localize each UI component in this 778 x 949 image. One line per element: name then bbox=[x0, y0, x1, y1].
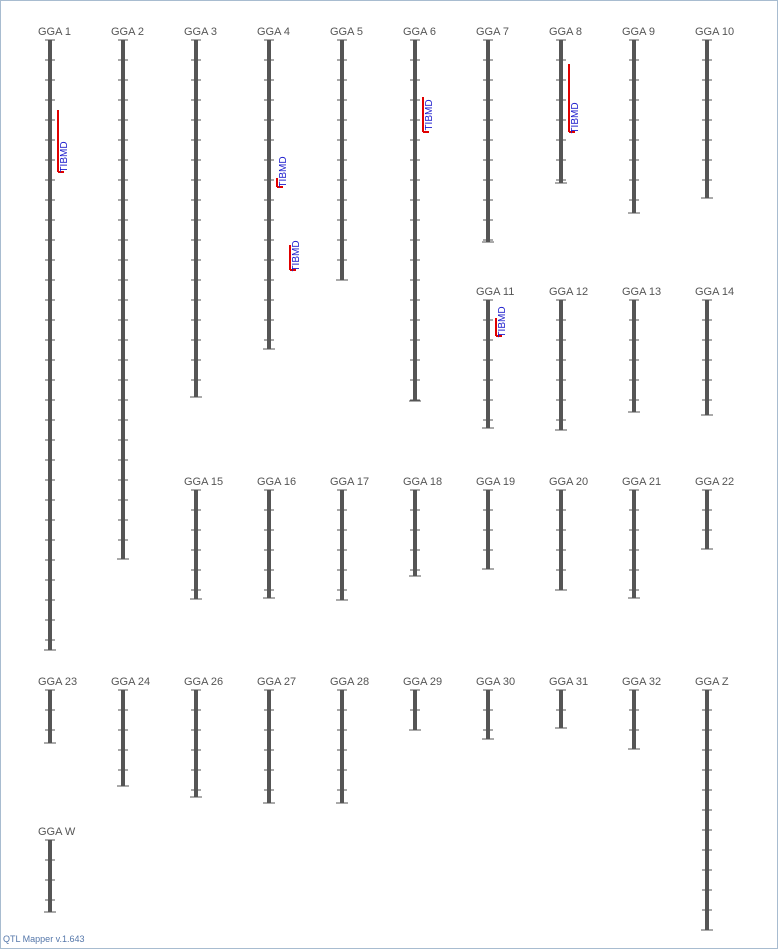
chromosome-label: GGA 5 bbox=[330, 26, 363, 38]
chromosome-label: GGA 10 bbox=[695, 26, 734, 38]
chromosome-label: GGA 18 bbox=[403, 476, 442, 488]
chromosome-label: GGA 1 bbox=[38, 26, 71, 38]
chromosome-label: GGA 21 bbox=[622, 476, 661, 488]
chromosome-label: GGA 7 bbox=[476, 26, 509, 38]
chromosome-label: GGA 27 bbox=[257, 676, 296, 688]
chromosome-label: GGA 24 bbox=[111, 676, 150, 688]
chromosome-label: GGA 16 bbox=[257, 476, 296, 488]
chromosome-label: GGA 12 bbox=[549, 286, 588, 298]
chromosome-label: GGA 20 bbox=[549, 476, 588, 488]
qtl-label: TIBMD bbox=[291, 240, 302, 271]
chromosome-label: GGA 23 bbox=[38, 676, 77, 688]
chromosome-label: GGA 32 bbox=[622, 676, 661, 688]
chromosome-label: GGA 19 bbox=[476, 476, 515, 488]
chromosome-label: GGA 28 bbox=[330, 676, 369, 688]
chromosome-label: GGA W bbox=[38, 826, 76, 838]
footer: QTL Mapper v.1.643 bbox=[3, 934, 85, 944]
chromosome-label: GGA 13 bbox=[622, 286, 661, 298]
chromosome-label: GGA 14 bbox=[695, 286, 734, 298]
chromosome-label: GGA 6 bbox=[403, 26, 436, 38]
chromosome-label: GGA 9 bbox=[622, 26, 655, 38]
chromosome-label: GGA 8 bbox=[549, 26, 582, 38]
chromosome-label: GGA 17 bbox=[330, 476, 369, 488]
chromosome-label: GGA 31 bbox=[549, 676, 588, 688]
chromosome-label: GGA 29 bbox=[403, 676, 442, 688]
qtl-label: TIBMD bbox=[424, 99, 435, 130]
chromosome-label: GGA 22 bbox=[695, 476, 734, 488]
qtl-label: TIBMD bbox=[278, 156, 289, 187]
chromosome-label: GGA 4 bbox=[257, 26, 290, 38]
chromosome-label: GGA Z bbox=[695, 676, 729, 688]
qtl-label: TIBMD bbox=[570, 102, 581, 133]
chromosome-label: GGA 11 bbox=[476, 286, 514, 298]
chromosome-label: GGA 26 bbox=[184, 676, 223, 688]
qtl-label: TIBMD bbox=[59, 141, 70, 172]
qtl-label: TIBMD bbox=[497, 306, 508, 337]
chromosome-label: GGA 3 bbox=[184, 26, 217, 38]
chromosome-label: GGA 2 bbox=[111, 26, 144, 38]
chromosome-label: GGA 15 bbox=[184, 476, 223, 488]
chromosome-label: GGA 30 bbox=[476, 676, 515, 688]
